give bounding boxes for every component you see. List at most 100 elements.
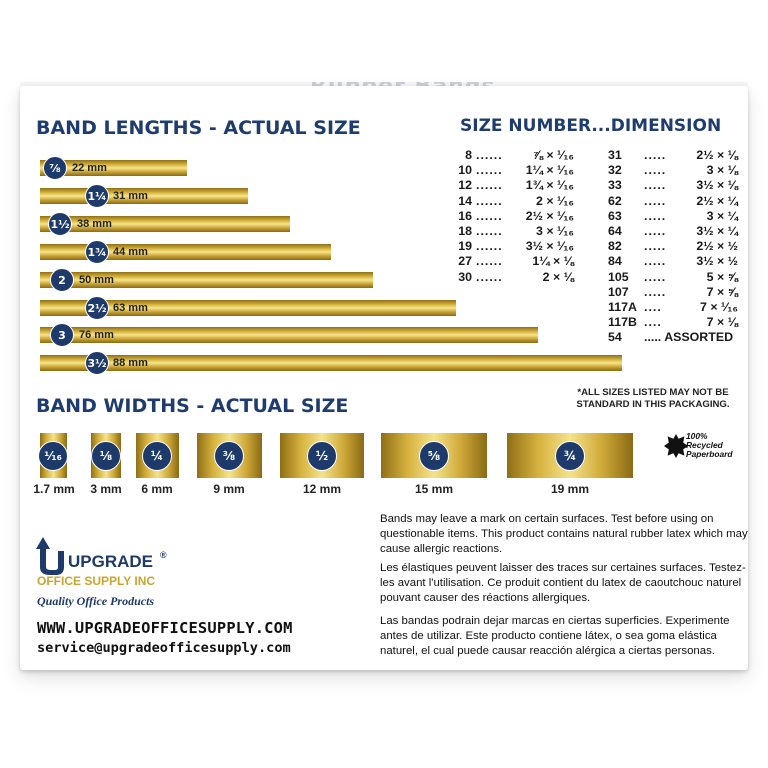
width-mm-label: 12 mm [302,482,342,496]
size-number: 82 [608,239,622,254]
lengths-heading: BAND LENGTHS - ACTUAL SIZE [36,117,361,139]
size-dots: .... [644,315,662,330]
size-number: 30 [458,269,472,284]
size-dimension: 7 × ¹⁄₁₆ [700,299,738,314]
size-number: 63 [608,208,622,223]
size-dots: ...... [476,193,503,208]
size-row: 63..... 3 × ¼ [608,209,743,224]
size-dots: ..... [644,239,667,254]
size-dots: ...... [476,148,503,162]
widths-heading: BAND WIDTHS - ACTUAL SIZE [36,395,349,417]
length-mm-label: 38 mm [77,218,112,230]
size-dots: ..... [644,148,667,162]
size-dimension: 3½ × ½ [696,254,738,269]
size-number: 16 [458,208,472,223]
size-dimension: 1¾ × ¹⁄₁₆ [525,178,574,193]
size-dots: ...... [476,269,503,284]
size-number: 18 [458,223,472,238]
size-dots: ...... [476,208,503,223]
upgrade-arrow-logo-icon [36,537,64,575]
size-table-left: 8...... ⅞ × ¹⁄₁₆ 10...... 1¼ × ¹⁄₁₆ 12....… [442,148,592,285]
size-dots: ...... [476,163,503,178]
size-dimension: 1¼ × ¹⁄₁₆ [525,163,574,178]
size-dots: ..... [644,178,667,193]
warning-english: Bands may leave a mark on certain surfac… [380,513,748,555]
email-link[interactable]: service@upgradeofficesupply.com [37,640,291,656]
length-badge: 2½ [85,296,109,320]
size-number: 31 [608,148,622,162]
size-row: 33..... 3½ × ⅛ [608,178,743,193]
size-dots: ..... [644,254,667,269]
size-dots: .... [644,299,662,314]
warning-spanish: Las bandas podrain dejar marcas en ciert… [380,615,730,657]
paperboard-word: Paperboard [686,449,733,459]
size-row: 62..... 2½ × ¼ [608,194,743,209]
availability-note: *ALL SIZES LISTED MAY NOT BE STANDARD IN… [576,387,730,410]
length-mm-label: 31 mm [113,190,148,202]
tagline: Quality Office Products [37,594,155,608]
size-dimension: 3½ × ¼ [696,223,738,238]
size-number: 64 [608,223,622,238]
size-dots: ..... [644,208,667,223]
size-dots: ..... [644,223,667,238]
width-mm-label: 6 mm [141,482,173,496]
size-row: 107..... 7 × ⅝ [608,285,743,300]
width-badge: ⅜ [214,441,244,471]
size-row: 84..... 3½ × ½ [608,254,743,269]
size-row: 31..... 2½ × ⅛ [608,148,743,163]
length-badge: 2 [50,268,74,292]
size-dimension: 1¼ × ⅛ [532,254,574,269]
length-badge: 3½ [85,351,109,375]
length-bar [40,160,187,176]
size-row: 105..... 5 × ⅝ [608,270,743,285]
length-mm-label: 63 mm [113,302,148,314]
size-dots: ...... [476,223,503,238]
length-mm-label: 50 mm [79,274,114,286]
size-dots: ...... [476,178,503,193]
size-number: 8 [465,148,472,162]
size-number: 54 [608,330,622,345]
size-dimension: 3½ × ¹⁄₁₆ [525,239,574,254]
company-name: OFFICE SUPPLY INC [37,574,156,588]
size-row: 64..... 3½ × ¼ [608,224,743,239]
length-bar [40,300,456,316]
size-row: 82..... 2½ × ½ [608,239,743,254]
size-number: 32 [608,163,622,178]
assorted-label: ..... ASSORTED [644,330,734,345]
size-dimension: 3 × ¼ [706,208,738,223]
width-badge: ¾ [555,441,585,471]
length-badge: 3 [50,323,74,347]
width-badge: ⅝ [419,441,449,471]
size-dimension: 5 × ⅝ [706,269,738,284]
size-dots: ..... [644,269,667,284]
recycled-paperboard-badge: 100% Recycled Paperboard [664,430,744,464]
length-bar [40,272,373,288]
width-mm-label: 3 mm [90,482,122,496]
size-row: 19...... 3½ × ¹⁄₁₆ [442,239,592,254]
width-mm-label: 15 mm [414,482,454,496]
length-bar [40,244,331,260]
size-row: 27...... 1¼ × ⅛ [442,254,592,269]
recycled-percent: 100% [686,431,708,441]
size-dots: ..... [644,163,667,178]
size-row: 8...... ⅞ × ¹⁄₁₆ [442,148,592,163]
width-mm-label: 19 mm [550,482,590,496]
size-number: 19 [458,239,472,254]
length-badge: 1½ [48,212,72,236]
length-badge: 1¼ [85,184,109,208]
size-number: 105 [608,269,629,284]
size-number: 10 [458,163,472,178]
length-badge: ⅞ [43,156,67,180]
size-number: 27 [458,254,472,269]
size-dimension: 7 × ⅝ [706,284,738,299]
website-link[interactable]: WWW.UPGRADEOFFICESUPPLY.COM [37,619,293,637]
warning-french: Les élastiques peuvent laisser des trace… [380,562,746,604]
width-badge: ¼ [142,441,172,471]
length-mm-label: 22 mm [72,162,107,174]
width-badge: ⅛ [91,441,121,471]
size-dimension: 7 × ⅛ [706,315,738,330]
size-dimension: 3 × ⅛ [706,163,738,178]
size-row: 18...... 3 × ¹⁄₁₆ [442,224,592,239]
length-bar [40,216,290,232]
size-row: 117A.... 7 × ¹⁄₁₆ [608,300,743,315]
